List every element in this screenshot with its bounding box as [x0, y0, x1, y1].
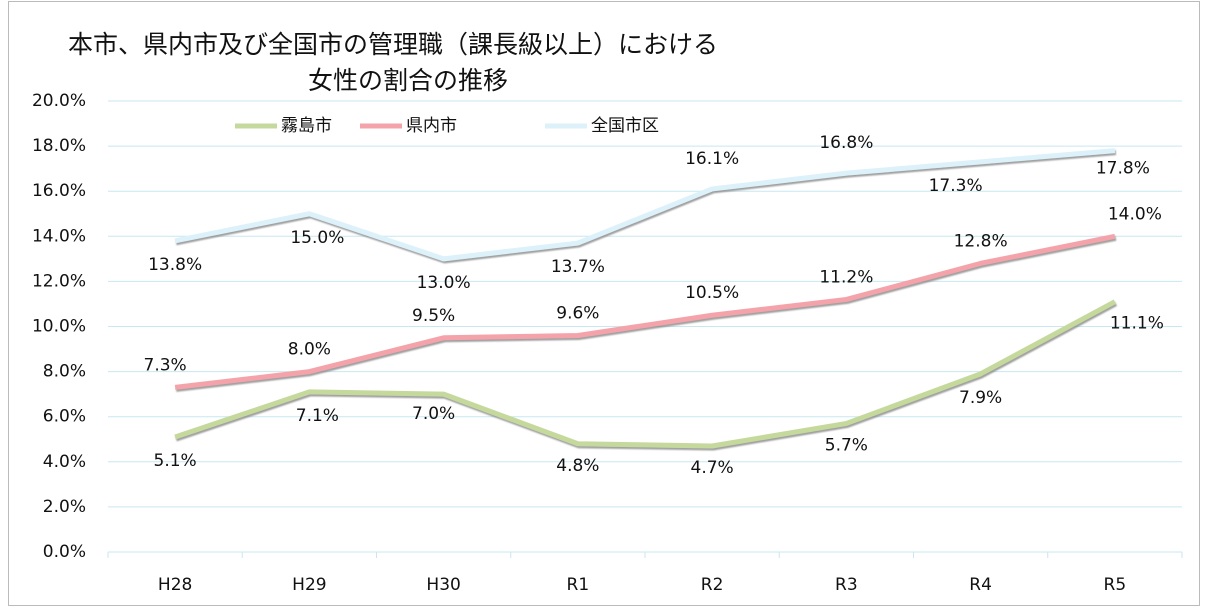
data-label: 10.5% [685, 283, 739, 303]
y-tick-label: 12.0% [32, 271, 86, 291]
data-label: 16.1% [685, 149, 739, 169]
series-line [174, 299, 1117, 449]
legend-label: 県内市 [406, 116, 457, 136]
y-tick-label: 2.0% [43, 497, 86, 517]
data-label: 13.8% [148, 255, 202, 275]
y-tick-label: 20.0% [32, 91, 86, 111]
chart-title: 本市、県内市及び全国市の管理職（課長級以上）における [68, 30, 718, 59]
x-tick-label: H28 [158, 575, 192, 595]
data-label: 14.0% [1108, 204, 1162, 224]
data-label: 13.7% [551, 257, 605, 277]
data-label: 7.9% [959, 388, 1002, 408]
data-label: 11.1% [1110, 314, 1164, 334]
x-tick-label: R4 [969, 575, 992, 595]
data-label: 8.0% [288, 340, 331, 360]
y-tick-label: 18.0% [32, 136, 86, 156]
x-tick-label: H29 [292, 575, 326, 595]
data-label: 7.1% [296, 406, 339, 426]
chart-title: 女性の割合の推移 [308, 66, 508, 95]
y-tick-label: 0.0% [43, 542, 86, 562]
x-tick-label: R3 [835, 575, 858, 595]
x-tick-label: H30 [426, 575, 460, 595]
data-label: 7.0% [412, 404, 455, 424]
data-label: 17.8% [1096, 159, 1150, 179]
data-label: 9.6% [556, 304, 599, 324]
y-tick-label: 14.0% [32, 226, 86, 246]
x-tick-label: R2 [701, 575, 724, 595]
data-label: 5.7% [825, 435, 868, 455]
x-tick-label: R5 [1104, 575, 1127, 595]
y-tick-label: 6.0% [43, 407, 86, 427]
data-label: 15.0% [290, 228, 344, 248]
data-label: 13.0% [417, 273, 471, 293]
legend-label: 霧島市 [281, 116, 332, 136]
data-label: 7.3% [144, 355, 187, 375]
y-tick-label: 4.0% [43, 452, 86, 472]
series-line [174, 233, 1116, 390]
data-label: 16.8% [819, 133, 873, 153]
data-label: 17.3% [929, 176, 983, 196]
x-tick-label: R1 [567, 575, 590, 595]
data-label: 9.5% [412, 306, 455, 326]
data-label: 5.1% [154, 451, 197, 471]
y-tick-label: 8.0% [43, 362, 86, 382]
data-label: 4.8% [556, 456, 599, 476]
data-label: 11.2% [819, 267, 873, 287]
data-label: 12.8% [954, 231, 1008, 251]
y-tick-label: 10.0% [32, 317, 86, 337]
data-label: 4.7% [691, 458, 734, 478]
chart-border [8, 1, 1200, 606]
legend-label: 全国市区 [591, 116, 659, 136]
y-tick-label: 16.0% [32, 181, 86, 201]
series-line [174, 148, 1116, 262]
